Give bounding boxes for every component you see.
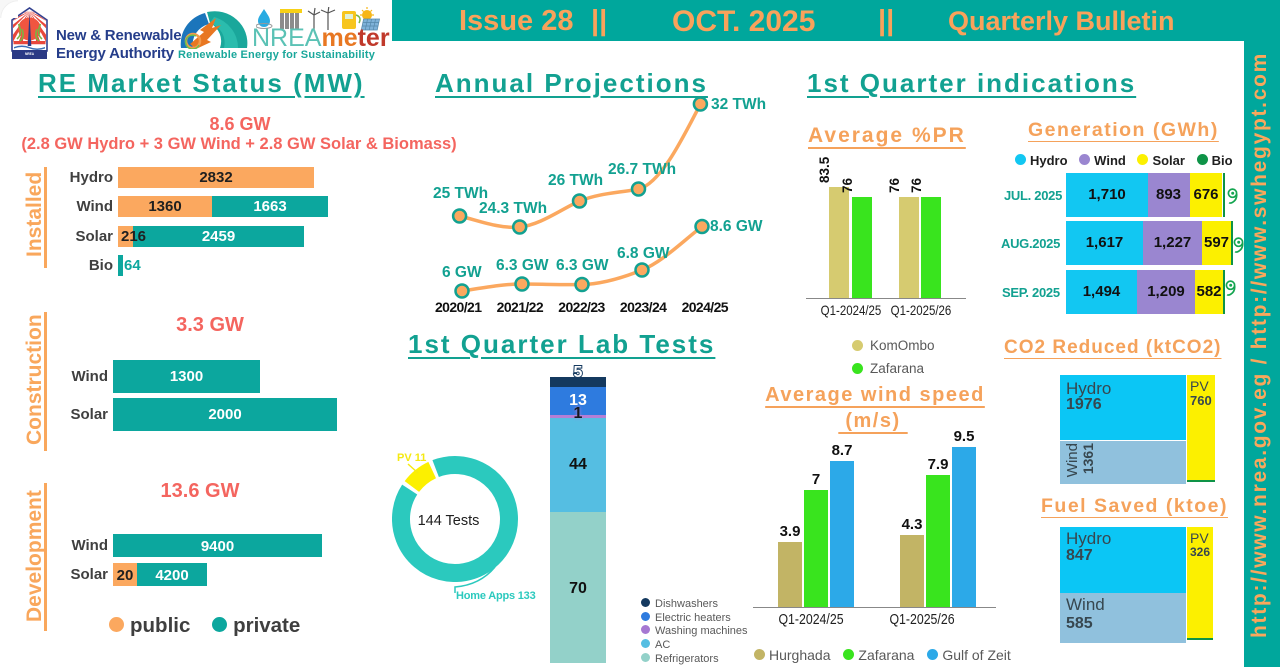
svg-text:NREA: NREA (25, 52, 35, 56)
